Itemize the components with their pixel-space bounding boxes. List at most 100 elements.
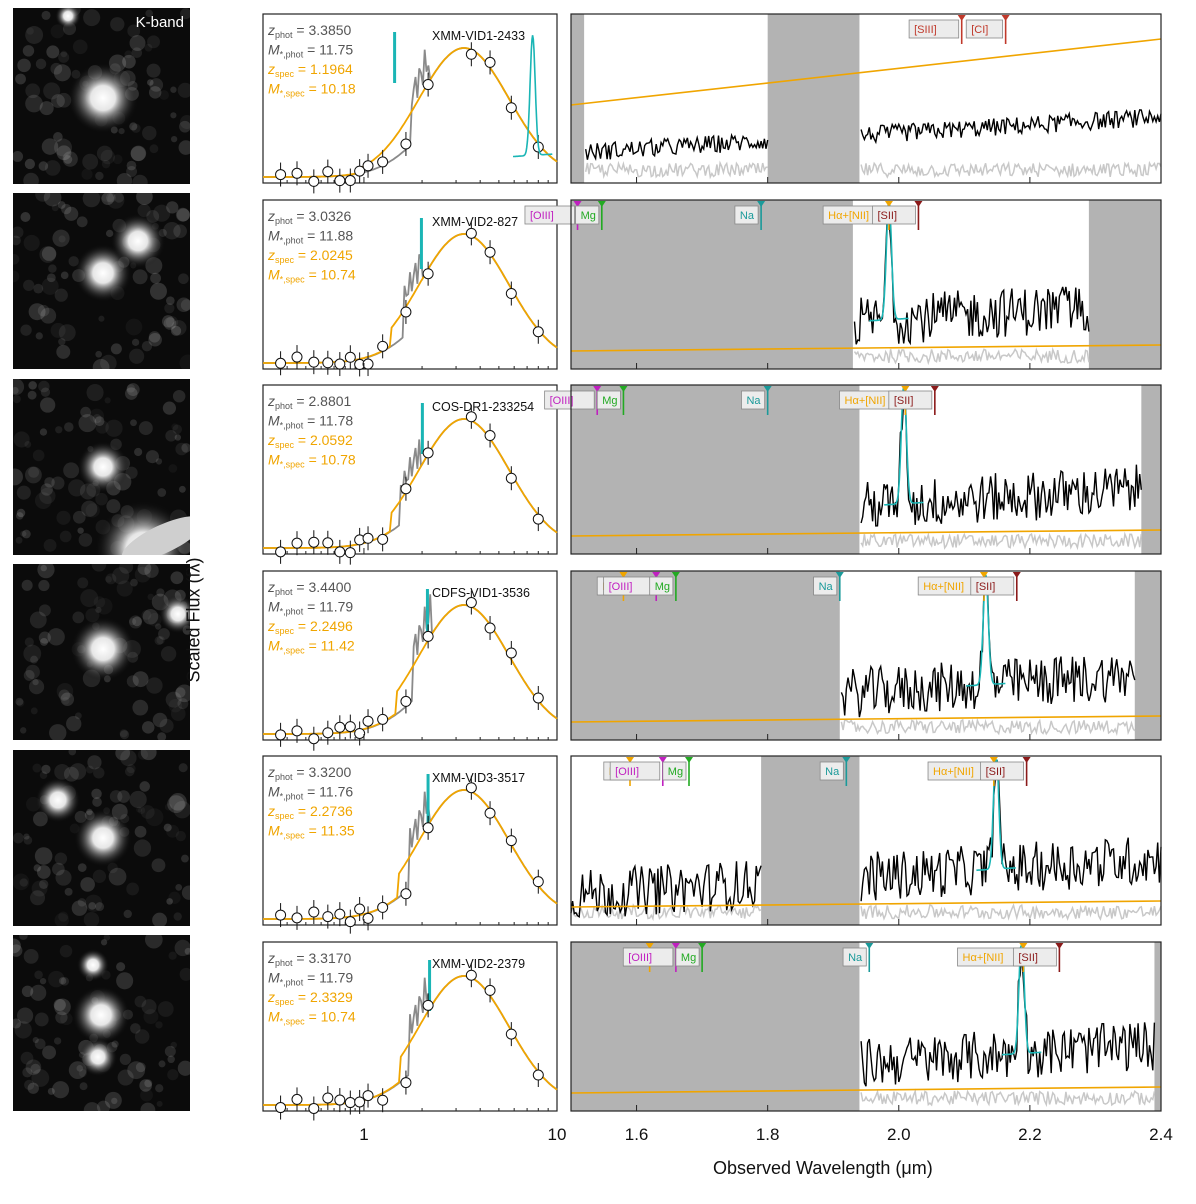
noise-speckle [126, 384, 136, 393]
sed-photometry-point [422, 79, 434, 91]
noise-speckle [124, 766, 135, 777]
noise-speckle [173, 224, 187, 239]
noise-speckle [63, 155, 73, 164]
spectrum-tick-label: 1.8 [756, 1125, 780, 1144]
source-blob [35, 777, 81, 823]
noise-speckle [81, 168, 93, 180]
noise-speckle [91, 564, 107, 572]
y-axis-label: Scaled Flux (fλ) [183, 557, 204, 683]
noise-speckle [23, 644, 42, 663]
noise-speckle [158, 1060, 166, 1068]
sed-photometry-point [465, 227, 477, 239]
noise-speckle [177, 698, 189, 710]
noise-speckle [132, 699, 149, 716]
neighbour-galaxy [121, 516, 190, 555]
sed-photometry-point [465, 782, 477, 794]
noise-speckle [27, 390, 37, 400]
line-marker-triangle [989, 757, 998, 763]
sed-photometry-point [291, 725, 303, 737]
noise-speckle [40, 564, 47, 572]
sed-photometry-point [377, 901, 389, 913]
line-label: Mg [602, 395, 617, 407]
sed-photometry-point [484, 246, 496, 258]
noise-speckle [131, 338, 140, 346]
line-marker-triangle [901, 386, 910, 392]
noise-speckle [13, 832, 24, 844]
noise-speckle [132, 174, 148, 184]
sed-panel: XMM-VID2-2379 zphot = 3.3170 M*,phot = 11.… [262, 941, 558, 1121]
noise-speckle [143, 1009, 159, 1025]
sed-photometry-point [308, 356, 320, 368]
noise-speckle [170, 325, 182, 336]
line-marker-triangle [930, 386, 939, 392]
noise-speckle [28, 381, 37, 390]
spectrum-data [585, 108, 1162, 161]
noise-speckle [92, 869, 107, 883]
spectrum-tick-label: 2.0 [887, 1125, 911, 1144]
sed-panel: XMM-VID2-827 zphot = 3.0326 M*,phot = 11.8… [262, 199, 558, 377]
noise-speckle [178, 140, 190, 155]
line-label-box [622, 947, 674, 967]
noise-speckle [141, 340, 153, 352]
noise-speckle [25, 664, 40, 680]
k-band-label: K-band [135, 14, 184, 31]
noise-speckle [58, 51, 70, 63]
line-label-box [888, 390, 933, 410]
line-marker-triangle [835, 572, 844, 578]
noise-speckle [126, 764, 136, 774]
noise-speckle [127, 1061, 146, 1080]
noise-speckle [24, 158, 36, 170]
noise-speckle [87, 755, 102, 770]
spectrum-panel: [SIII] [CI] [513, 13, 1162, 184]
noise-speckle [167, 795, 185, 814]
noise-speckle [21, 985, 34, 997]
object-name: XMM-VID3-3517 [432, 771, 525, 785]
noise-speckle [175, 207, 190, 222]
noise-speckle [55, 869, 72, 886]
line-label-box [734, 205, 759, 225]
noise-speckle [20, 324, 32, 336]
noise-speckle [23, 833, 30, 840]
noise-speckle [119, 729, 128, 738]
line-label: [SIII] [914, 24, 937, 36]
noise-speckle [178, 763, 188, 773]
noise-speckle [16, 699, 25, 707]
spectrum-emission-fit [513, 35, 553, 158]
noise-speckle [15, 73, 26, 85]
noise-speckle [40, 637, 48, 646]
noise-speckle [23, 279, 35, 292]
line-marker-triangle [1001, 15, 1010, 21]
noise-speckle [40, 397, 56, 413]
noise-speckle [134, 825, 147, 838]
noise-speckle [80, 589, 99, 608]
stamp-image-2 [13, 193, 190, 369]
sed-photometry-point [344, 351, 356, 363]
spectrum-frame [570, 755, 1162, 926]
noise-speckle [141, 721, 155, 734]
line-marker-triangle [865, 943, 874, 949]
noise-speckle [156, 636, 165, 645]
sed-photometry-point [308, 1102, 320, 1114]
noise-speckle [58, 911, 69, 922]
noise-speckle [129, 790, 147, 809]
noise-speckle [80, 877, 95, 892]
z-phot-label: zphot = 3.3850 [267, 22, 352, 40]
noise-speckle [40, 483, 53, 496]
z-spec-label: zspec = 2.0245 [267, 247, 353, 265]
noise-speckle [60, 271, 69, 280]
noise-speckle [126, 383, 140, 397]
noise-speckle [144, 1079, 153, 1088]
noise-speckle [104, 1091, 122, 1109]
line-label-box [596, 390, 621, 410]
sed-photometry-point [377, 1094, 389, 1106]
noise-speckle [13, 395, 21, 404]
noise-speckle [60, 50, 68, 58]
noise-speckle [163, 221, 181, 240]
noise-speckle [165, 316, 179, 329]
line-label: [SII] [877, 210, 897, 222]
noise-speckle [156, 1100, 163, 1107]
sed-photometry-point [377, 156, 389, 168]
noise-speckle [144, 43, 153, 52]
